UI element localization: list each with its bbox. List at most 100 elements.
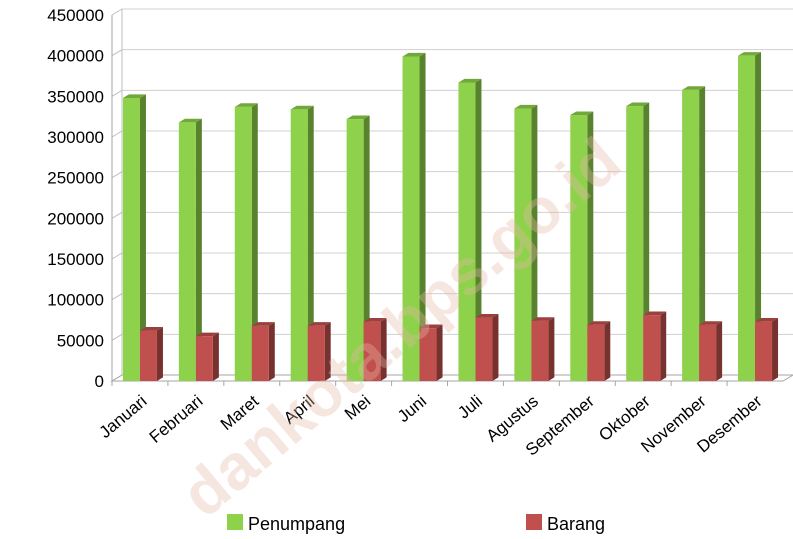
- bar-side: [548, 317, 555, 381]
- bar-penumpang-mei: [346, 115, 370, 382]
- bar-side: [268, 322, 275, 381]
- legend-label: Penumpang: [248, 514, 345, 534]
- bar-front: [458, 82, 476, 382]
- bar-top: [682, 86, 706, 90]
- x-tick-label: Juni: [394, 392, 430, 427]
- bar-penumpang-september: [570, 111, 594, 381]
- x-tick-label: Januari: [96, 392, 151, 442]
- bar-front: [139, 330, 157, 381]
- bar-side: [212, 332, 219, 381]
- bar-penumpang-agustus: [514, 104, 538, 382]
- y-tick-label: 150000: [47, 250, 104, 269]
- bar-side: [380, 318, 387, 381]
- bar-front: [234, 106, 252, 381]
- gridline-depth: [111, 89, 123, 97]
- x-tick-label: Februari: [146, 392, 207, 447]
- bar-top: [290, 105, 314, 110]
- y-tick-label: 450000: [47, 6, 104, 25]
- bar-side: [716, 321, 723, 381]
- bar-side: [492, 313, 499, 381]
- bar-barang-juni: [419, 324, 443, 381]
- bar-top: [402, 52, 426, 57]
- bar-top: [475, 313, 499, 318]
- bar-barang-mei: [363, 318, 387, 381]
- bar-barang-november: [699, 321, 723, 381]
- bar-top: [531, 317, 555, 321]
- bar-side: [660, 311, 667, 381]
- bar-front: [514, 108, 532, 382]
- bar-top: [195, 332, 219, 337]
- bar-barang-agustus: [531, 317, 555, 381]
- bar-top: [122, 94, 146, 98]
- bar-barang-oktober: [643, 311, 667, 381]
- y-tick-label: 300000: [47, 128, 104, 147]
- bar-side: [587, 111, 594, 381]
- bar-front: [531, 320, 549, 381]
- bar-top: [699, 321, 723, 325]
- bar-top: [458, 78, 482, 83]
- y-axis-ticks: 0 50000 100000 150000 200000 250000 300000 3500…: [47, 6, 104, 391]
- y-tick-label: 350000: [47, 87, 104, 106]
- bar-front: [699, 324, 717, 381]
- bar-side: [755, 52, 762, 382]
- bar-penumpang-april: [290, 105, 314, 381]
- gridline-depth: [111, 252, 123, 260]
- bar-top: [307, 322, 331, 326]
- x-tick-label: Juli: [454, 392, 486, 423]
- bar-front: [626, 106, 644, 382]
- bar-penumpang-januari: [122, 94, 146, 382]
- bar-barang-januari: [139, 326, 163, 381]
- y-tick-label: 50000: [57, 331, 104, 350]
- bar-front: [290, 109, 308, 381]
- bar-top: [514, 104, 538, 109]
- bar-top: [626, 102, 650, 107]
- bar-penumpang-november: [682, 86, 706, 382]
- legend-swatch: [227, 514, 243, 530]
- bar-penumpang-maret: [234, 103, 258, 381]
- bar-side: [307, 105, 314, 381]
- bar-barang-februari: [195, 332, 219, 381]
- bar-front: [570, 115, 588, 381]
- gridline-depth: [111, 49, 123, 57]
- bar-front: [307, 325, 325, 381]
- bar-side: [363, 115, 370, 382]
- bar-top: [570, 111, 594, 116]
- y-tick-label: 0: [95, 372, 104, 391]
- bar-top: [234, 103, 258, 107]
- gridlines: [111, 8, 793, 382]
- bar-side: [195, 118, 202, 381]
- bar-front: [363, 321, 381, 381]
- bar-top: [587, 321, 611, 325]
- gridline-depth: [111, 8, 123, 16]
- bar-penumpang-oktober: [626, 102, 650, 382]
- bar-side: [772, 318, 779, 381]
- legend-item-penumpang: Penumpang: [227, 514, 345, 534]
- bar-side: [156, 326, 163, 381]
- bar-front: [643, 315, 661, 381]
- bar-top: [346, 115, 370, 120]
- bar-front: [419, 328, 437, 381]
- bar-front: [178, 122, 196, 382]
- gridline-depth: [111, 333, 123, 341]
- bar-top: [139, 326, 163, 331]
- bar-penumpang-februari: [178, 118, 202, 382]
- gridline-depth: [111, 171, 123, 179]
- bar-barang-september: [587, 321, 611, 381]
- bar-side: [419, 52, 426, 381]
- legend: Penumpang Barang: [227, 514, 605, 534]
- legend-item-barang: Barang: [526, 514, 605, 534]
- bar-barang-juli: [475, 313, 499, 381]
- bar-front: [195, 336, 213, 381]
- y-tick-label: 100000: [47, 291, 104, 310]
- bar-side: [531, 104, 538, 381]
- bar-side: [643, 102, 650, 381]
- bar-penumpang-juni: [402, 52, 426, 381]
- y-tick-label: 250000: [47, 169, 104, 188]
- bars: [122, 52, 779, 382]
- axes: [110, 9, 793, 386]
- legend-label: Barang: [547, 514, 605, 534]
- bar-front: [346, 119, 364, 382]
- bar-barang-maret: [251, 322, 275, 381]
- gridline-depth: [111, 211, 123, 219]
- gridline-depth: [111, 130, 123, 138]
